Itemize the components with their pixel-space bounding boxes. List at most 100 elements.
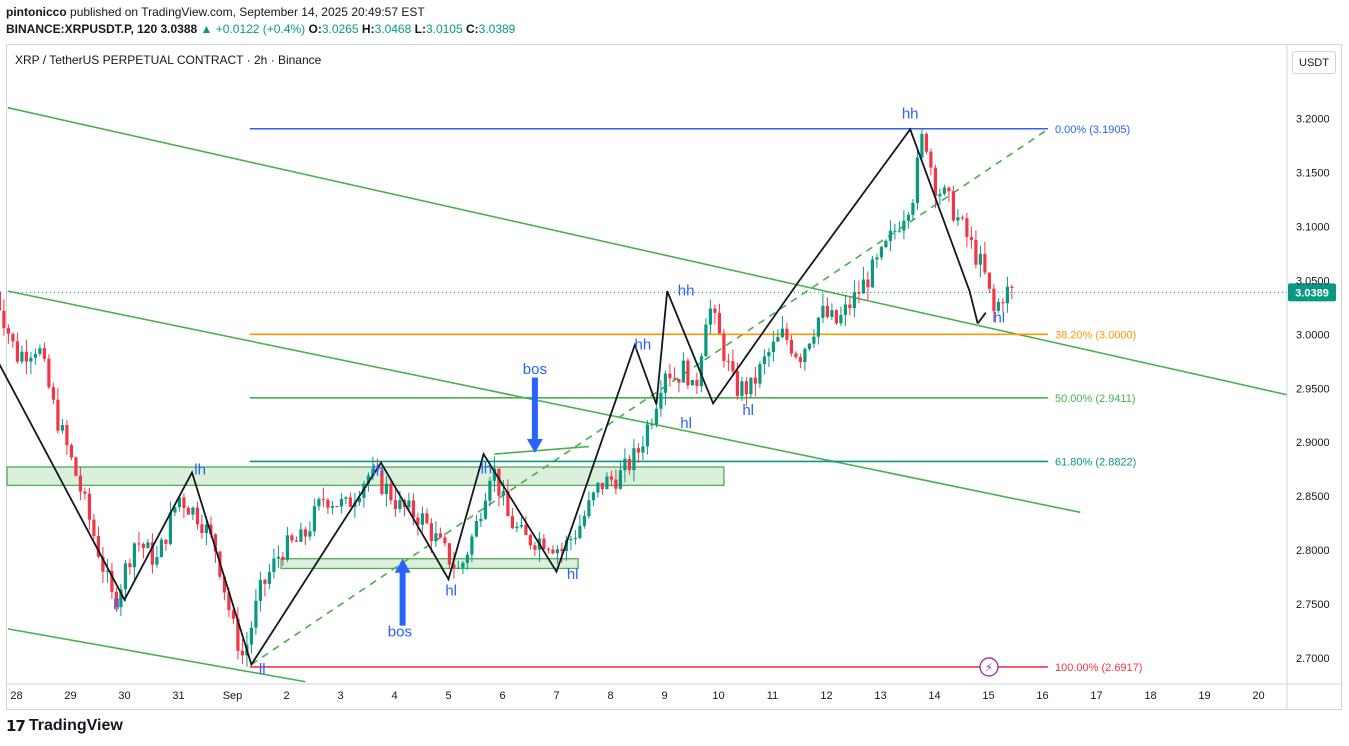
candle-body [263, 579, 267, 584]
candle-body [717, 312, 721, 334]
candle-body [6, 328, 10, 334]
candle-body [681, 360, 685, 383]
tradingview-logo[interactable]: 𝟭𝟳 TradingView [6, 717, 123, 735]
swing-zigzag[interactable] [0, 127, 979, 667]
bos-down-arrow-icon [526, 377, 543, 453]
candle-body [425, 513, 429, 524]
candle-body [96, 535, 100, 557]
candle-body [830, 310, 834, 317]
candle-body [407, 500, 411, 508]
brand-name: TradingView [28, 717, 123, 734]
candle-body [389, 483, 393, 501]
swing-label: ll [113, 596, 120, 613]
candle-body [159, 539, 163, 558]
swing-label: hl [680, 415, 692, 432]
candle-body [173, 507, 177, 513]
candle-body [641, 446, 645, 453]
candle-body [110, 570, 114, 592]
candle-body [447, 543, 451, 565]
trendline-middle[interactable] [7, 290, 1081, 514]
candle-body [128, 563, 132, 568]
candle-body [758, 364, 762, 384]
candle-body [996, 302, 1000, 311]
candle-body [605, 476, 609, 490]
candle-body [137, 543, 141, 545]
time-tick-label: 3 [337, 690, 343, 702]
candle-body [852, 291, 856, 309]
candle-body [213, 534, 217, 552]
candle-body [740, 381, 744, 396]
currency-button[interactable]: USDT [1292, 51, 1336, 74]
candle-body [227, 592, 231, 611]
candle-body [555, 549, 559, 554]
trendline-short[interactable] [494, 445, 589, 455]
candle-body [78, 475, 82, 492]
candle-body [290, 535, 294, 541]
time-tick-label: 4 [391, 690, 397, 702]
candle-body [384, 483, 388, 494]
candle-body [92, 519, 96, 536]
candle-body [767, 352, 771, 357]
candle-body [249, 627, 253, 645]
candle-body [267, 572, 271, 584]
price-tick-label: 3.0500 [1296, 275, 1330, 287]
candle-body [915, 157, 919, 204]
candle-body [591, 492, 595, 501]
candle-body [726, 361, 730, 363]
time-tick-label: 14 [928, 690, 940, 702]
candle-body [164, 539, 168, 544]
candle-body [632, 448, 636, 471]
candle-body [0, 291, 1, 311]
low-label: L: [414, 22, 426, 36]
candle-body [942, 187, 946, 194]
candle-body [20, 351, 24, 362]
candle-body [636, 448, 640, 453]
candle-body [515, 526, 519, 529]
candle-body [312, 506, 316, 532]
swing-label: hh [678, 282, 695, 299]
alert-icon[interactable] [979, 657, 999, 677]
author-name[interactable]: pintonicco [6, 5, 67, 19]
ohlc-line: BINANCE:XRPUSDT.P, 120 3.0388 ▲ +0.0122 … [6, 22, 515, 36]
last-price: 3.0388 [160, 22, 198, 36]
candle-body [672, 378, 676, 380]
candle-body [762, 356, 766, 365]
last-price-tag [1288, 283, 1336, 302]
candle-body [87, 493, 91, 520]
candle-body [488, 480, 492, 501]
candle-body [933, 167, 937, 197]
trendline-lower[interactable] [7, 628, 306, 683]
swing-label: hl [445, 582, 457, 599]
candle-body [24, 351, 28, 362]
candle-body [866, 279, 870, 288]
candle-body [114, 591, 118, 608]
candle-body [897, 230, 901, 232]
candle-body [722, 333, 726, 362]
candle-body [875, 257, 879, 260]
swing-label: hl [742, 402, 754, 419]
time-tick-label: 7 [553, 690, 559, 702]
candle-body [573, 537, 577, 539]
candle-body [2, 310, 6, 329]
candle-body [258, 579, 262, 601]
candle-body [668, 373, 672, 379]
time-tick-label: 11 [767, 690, 778, 702]
time-tick-label: 15 [982, 690, 994, 702]
candle-body [1005, 286, 1009, 304]
candle-body [492, 468, 496, 481]
demand-zone[interactable] [280, 558, 579, 570]
close-value: 3.0389 [478, 22, 516, 36]
price-tick-label: 2.8500 [1296, 491, 1330, 503]
candle-body [497, 468, 501, 496]
candle-body [677, 379, 681, 383]
candle-body [285, 535, 289, 560]
candle-body [659, 392, 663, 409]
trendline-dashed[interactable] [250, 128, 1049, 666]
candle-body [803, 348, 807, 362]
time-tick-label: 5 [445, 690, 451, 702]
candle-body [695, 380, 699, 387]
candle-body [411, 500, 415, 518]
trendline-upper[interactable] [7, 106, 1288, 396]
candle-body [708, 308, 712, 325]
